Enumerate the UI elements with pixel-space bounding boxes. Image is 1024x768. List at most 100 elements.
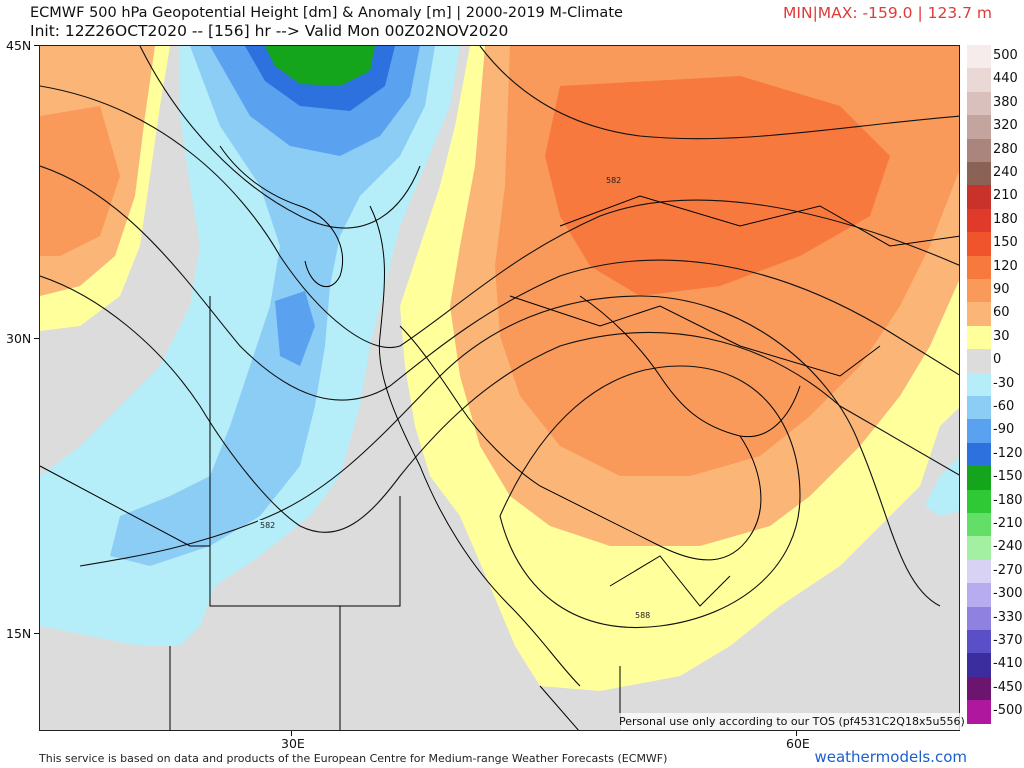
colorbar-label: 320	[993, 118, 1018, 134]
colorbar-label: 440	[993, 71, 1018, 87]
colorbar-swatch	[967, 138, 991, 163]
colorbar-swatch	[967, 559, 991, 584]
lon-tick	[796, 731, 797, 736]
colorbar-swatch	[967, 45, 991, 69]
coastline	[219, 145, 344, 288]
contour-line	[139, 46, 421, 229]
contour-label-588: 588	[635, 611, 650, 620]
init-valid-time: Init: 12Z26OCT2020 -- [156] hr --> Valid…	[30, 22, 509, 40]
colorbar-label: -210	[993, 516, 1023, 531]
colorbar-swatch	[967, 208, 991, 233]
contour-line	[40, 165, 959, 401]
contour-label-bg	[604, 175, 620, 185]
contour-label-bg	[633, 610, 649, 620]
colorbar-label: 30	[993, 328, 1010, 344]
contour-line	[40, 85, 959, 348]
colorbar-swatch	[967, 232, 991, 257]
negative-anomaly-east-patch	[925, 457, 959, 516]
contour-label-582-east: 582	[606, 176, 621, 185]
ecmwf-attribution: This service is based on data and produc…	[39, 752, 668, 765]
colorbar-label: 0	[993, 352, 1002, 368]
forecast-map: 582 582 588	[39, 45, 960, 731]
lon-label-60e: 60E	[786, 736, 810, 751]
border	[539, 685, 579, 730]
coastline	[369, 205, 581, 687]
colorbar-swatch	[967, 325, 991, 350]
colorbar-swatch	[967, 419, 991, 444]
colorbar-swatch	[967, 442, 991, 467]
colorbar-label: 280	[993, 141, 1018, 157]
contour-line	[40, 275, 959, 533]
colorbar-label: 60	[993, 305, 1010, 321]
colorbar-label: -150	[993, 469, 1023, 485]
colorbar-swatch	[967, 302, 991, 327]
min-max-readout: MIN|MAX: -159.0 | 123.7 m	[783, 4, 992, 22]
negative-anomaly-150	[265, 46, 375, 86]
colorbar-swatch	[967, 68, 991, 93]
lat-tick	[34, 338, 39, 339]
anomaly-colorbar	[967, 45, 991, 725]
colorbar-swatch	[967, 653, 991, 678]
colorbar-swatch	[967, 185, 991, 210]
colorbar-label: 380	[993, 94, 1018, 110]
lat-tick	[34, 633, 39, 634]
colorbar-swatch	[967, 700, 991, 725]
border	[209, 296, 401, 607]
positive-anomaly-120	[545, 76, 890, 296]
contour-labels: 582 582 588	[258, 175, 650, 620]
colorbar-label: -410	[993, 656, 1023, 672]
colorbar-swatch	[967, 489, 991, 514]
colorbar-swatch	[967, 676, 991, 701]
map-title: ECMWF 500 hPa Geopotential Height [dm] &…	[30, 5, 623, 21]
contour-line	[499, 365, 801, 628]
colorbar-label: 500	[993, 48, 1018, 63]
colorbar-label: -30	[993, 375, 1015, 391]
colorbar-label: 120	[993, 258, 1018, 274]
colorbar-swatch	[967, 255, 991, 280]
lat-tick	[34, 45, 39, 46]
border	[509, 295, 881, 377]
colorbar-swatch	[967, 466, 991, 491]
colorbar-swatch	[967, 583, 991, 608]
contour-label-582-west: 582	[260, 521, 275, 530]
colorbar-swatch	[967, 162, 991, 186]
negative-anomaly-60	[110, 46, 435, 566]
colorbar-label: 150	[993, 235, 1018, 251]
colorbar-swatch	[967, 91, 991, 116]
lon-tick	[291, 731, 292, 736]
colorbar-label: -60	[993, 399, 1015, 414]
colorbar-swatch	[967, 372, 991, 397]
border	[609, 555, 731, 607]
coastline	[579, 295, 801, 438]
colorbar-label: -120	[993, 445, 1023, 461]
colorbar-label: 210	[993, 188, 1018, 204]
border	[40, 465, 210, 547]
colorbar-label: -300	[993, 586, 1023, 602]
colorbar-label: -500	[993, 703, 1023, 719]
colorbar-label: 90	[993, 282, 1010, 297]
colorbar-label: -450	[993, 679, 1023, 695]
terms-of-service-note: Personal use only according to our TOS (…	[619, 713, 965, 730]
border	[559, 195, 959, 247]
lat-label-30n: 30N	[6, 331, 32, 346]
lat-label-45n: 45N	[6, 38, 32, 53]
colorbar-swatch	[967, 115, 991, 140]
colorbar-swatch	[967, 606, 991, 631]
colorbar-label: -90	[993, 422, 1015, 438]
lon-label-30e: 30E	[281, 736, 305, 751]
colorbar-swatch	[967, 536, 991, 561]
colorbar-label: -370	[993, 633, 1023, 648]
colorbar-label: -180	[993, 492, 1023, 508]
colorbar-swatch	[967, 396, 991, 420]
anomaly-field-svg: 582 582 588	[40, 46, 959, 730]
colorbar-swatch	[967, 630, 991, 654]
contour-line	[79, 295, 941, 607]
lat-label-15n: 15N	[6, 626, 32, 641]
colorbar-swatch	[967, 349, 991, 374]
colorbar-label: -330	[993, 609, 1023, 625]
positive-anomaly-90-west	[40, 106, 120, 256]
contour-label-bg	[258, 520, 274, 530]
brand-link[interactable]: weathermodels.com	[814, 748, 967, 766]
colorbar-label: -240	[993, 539, 1023, 555]
coastline	[399, 325, 762, 561]
